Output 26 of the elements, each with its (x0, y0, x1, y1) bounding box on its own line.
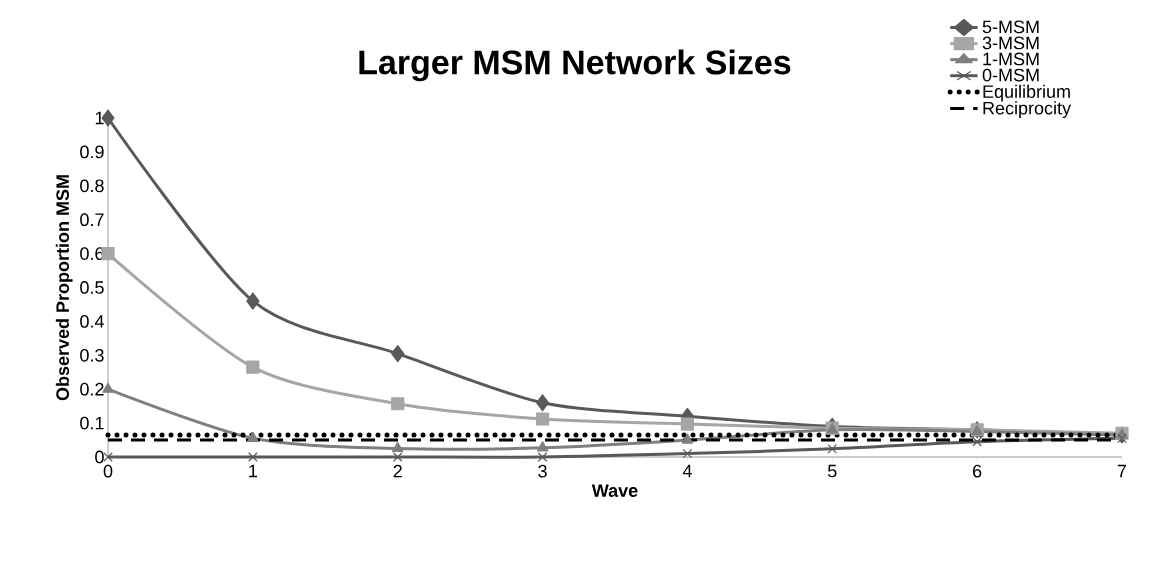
x-tick-label: 3 (538, 464, 547, 478)
x-tick-label: 4 (682, 464, 692, 478)
x-axis-title: Wave (591, 484, 638, 497)
legend-label: 5-MSM (982, 20, 1039, 34)
x-tick-label: 2 (393, 464, 402, 478)
y-tick-label: 0.8 (80, 179, 104, 193)
y-tick-label: 0.2 (80, 382, 104, 396)
y-tick-label: 0.3 (80, 348, 104, 362)
y-tick-label: 0.1 (80, 416, 104, 430)
x-tick-label: 7 (1117, 464, 1127, 478)
y-tick-label: 0.5 (80, 281, 104, 294)
chart-title: Larger MSM Network Sizes (359, 49, 791, 82)
legend-label: Equilibrium (983, 84, 1070, 102)
legend-label: Reciprocity (983, 101, 1072, 119)
y-tick-label: 0.4 (80, 315, 104, 328)
y-tick-label: 1 (95, 111, 104, 125)
x-tick-label: 6 (973, 464, 982, 478)
y-tick-label: 0.7 (80, 213, 104, 227)
y-tick-label: 0.9 (80, 145, 104, 159)
legend-label: 3-MSM (982, 36, 1039, 50)
legend-label: 0-MSM (982, 68, 1039, 82)
x-tick-label: 1 (249, 464, 257, 478)
x-tick-label: 5 (827, 464, 837, 478)
y-axis-title: Observed Proportion MSM (55, 175, 73, 401)
legend-label: 1-MSM (983, 52, 1039, 66)
y-tick-label: 0 (95, 450, 104, 464)
